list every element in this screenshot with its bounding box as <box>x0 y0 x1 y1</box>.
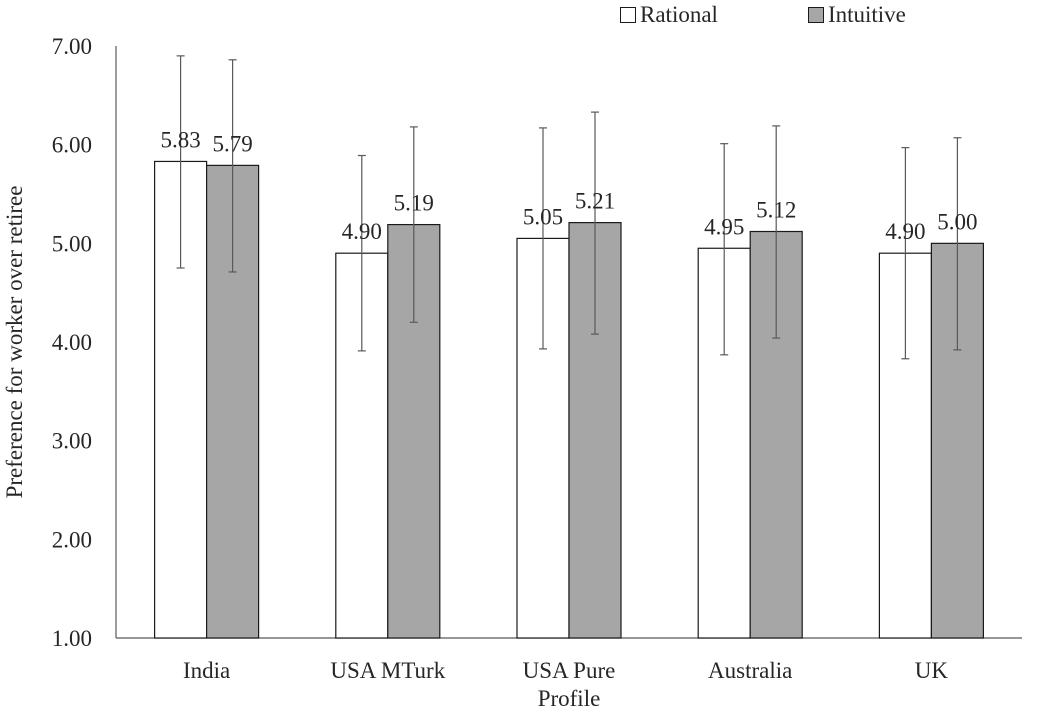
data-label: 4.90 <box>342 219 382 244</box>
x-tick-label: Australia <box>708 658 792 683</box>
x-tick-label: USA MTurk <box>330 658 445 683</box>
data-label: 5.21 <box>575 189 615 214</box>
y-tick-label: 5.00 <box>52 231 92 256</box>
data-label: 5.79 <box>212 131 252 156</box>
legend-item-rational: Rational <box>620 2 718 28</box>
legend-label-intuitive: Intuitive <box>827 2 906 27</box>
legend-item-intuitive: Intuitive <box>807 2 906 28</box>
data-label: 4.90 <box>885 219 925 244</box>
y-tick-label: 3.00 <box>52 429 92 454</box>
y-tick-label: 7.00 <box>52 34 92 59</box>
legend-swatch-intuitive <box>807 7 824 23</box>
x-tick-label: UK <box>915 658 949 683</box>
data-label: 4.95 <box>704 214 744 239</box>
y-tick-label: 4.00 <box>52 330 92 355</box>
y-axis-label: Preference for worker over retiree <box>2 186 27 499</box>
y-tick-label: 6.00 <box>52 133 92 158</box>
data-label: 5.05 <box>523 204 563 229</box>
data-label: 5.83 <box>160 127 200 152</box>
x-tick-label: India <box>183 658 230 683</box>
legend: Rational Intuitive <box>620 0 906 30</box>
data-label: 5.12 <box>756 197 796 222</box>
data-label: 5.19 <box>394 191 434 216</box>
y-tick-label: 2.00 <box>52 527 92 552</box>
y-tick-label: 1.00 <box>52 626 92 651</box>
data-label: 5.00 <box>937 209 977 234</box>
legend-swatch-rational <box>620 7 636 23</box>
x-tick-label: USA Pure Profile <box>523 658 616 711</box>
legend-label-rational: Rational <box>640 2 718 27</box>
